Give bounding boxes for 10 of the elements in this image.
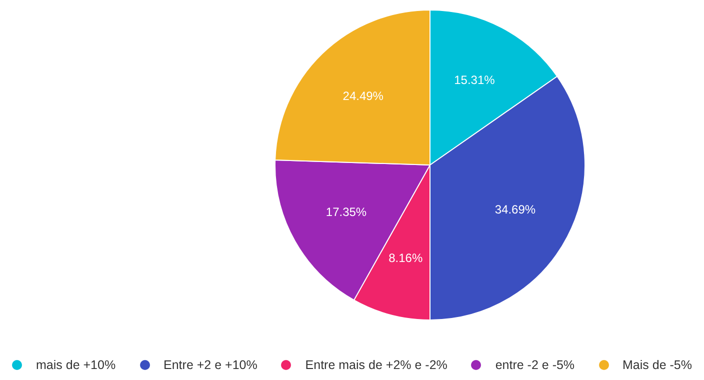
legend-label: Mais de -5% [622, 358, 692, 372]
legend-label: mais de +10% [36, 358, 116, 372]
data-label: 15.31% [454, 72, 496, 87]
legend-label: Entre mais de +2% e -2% [305, 358, 448, 372]
data-label: 8.16% [388, 250, 423, 265]
legend-label: entre -2 e -5% [495, 358, 575, 372]
data-label: 34.69% [494, 202, 536, 216]
data-label: 24.49% [342, 88, 384, 103]
data-label: 17.35% [326, 205, 367, 220]
legend-label: Entre +2 e +10% [164, 358, 258, 372]
